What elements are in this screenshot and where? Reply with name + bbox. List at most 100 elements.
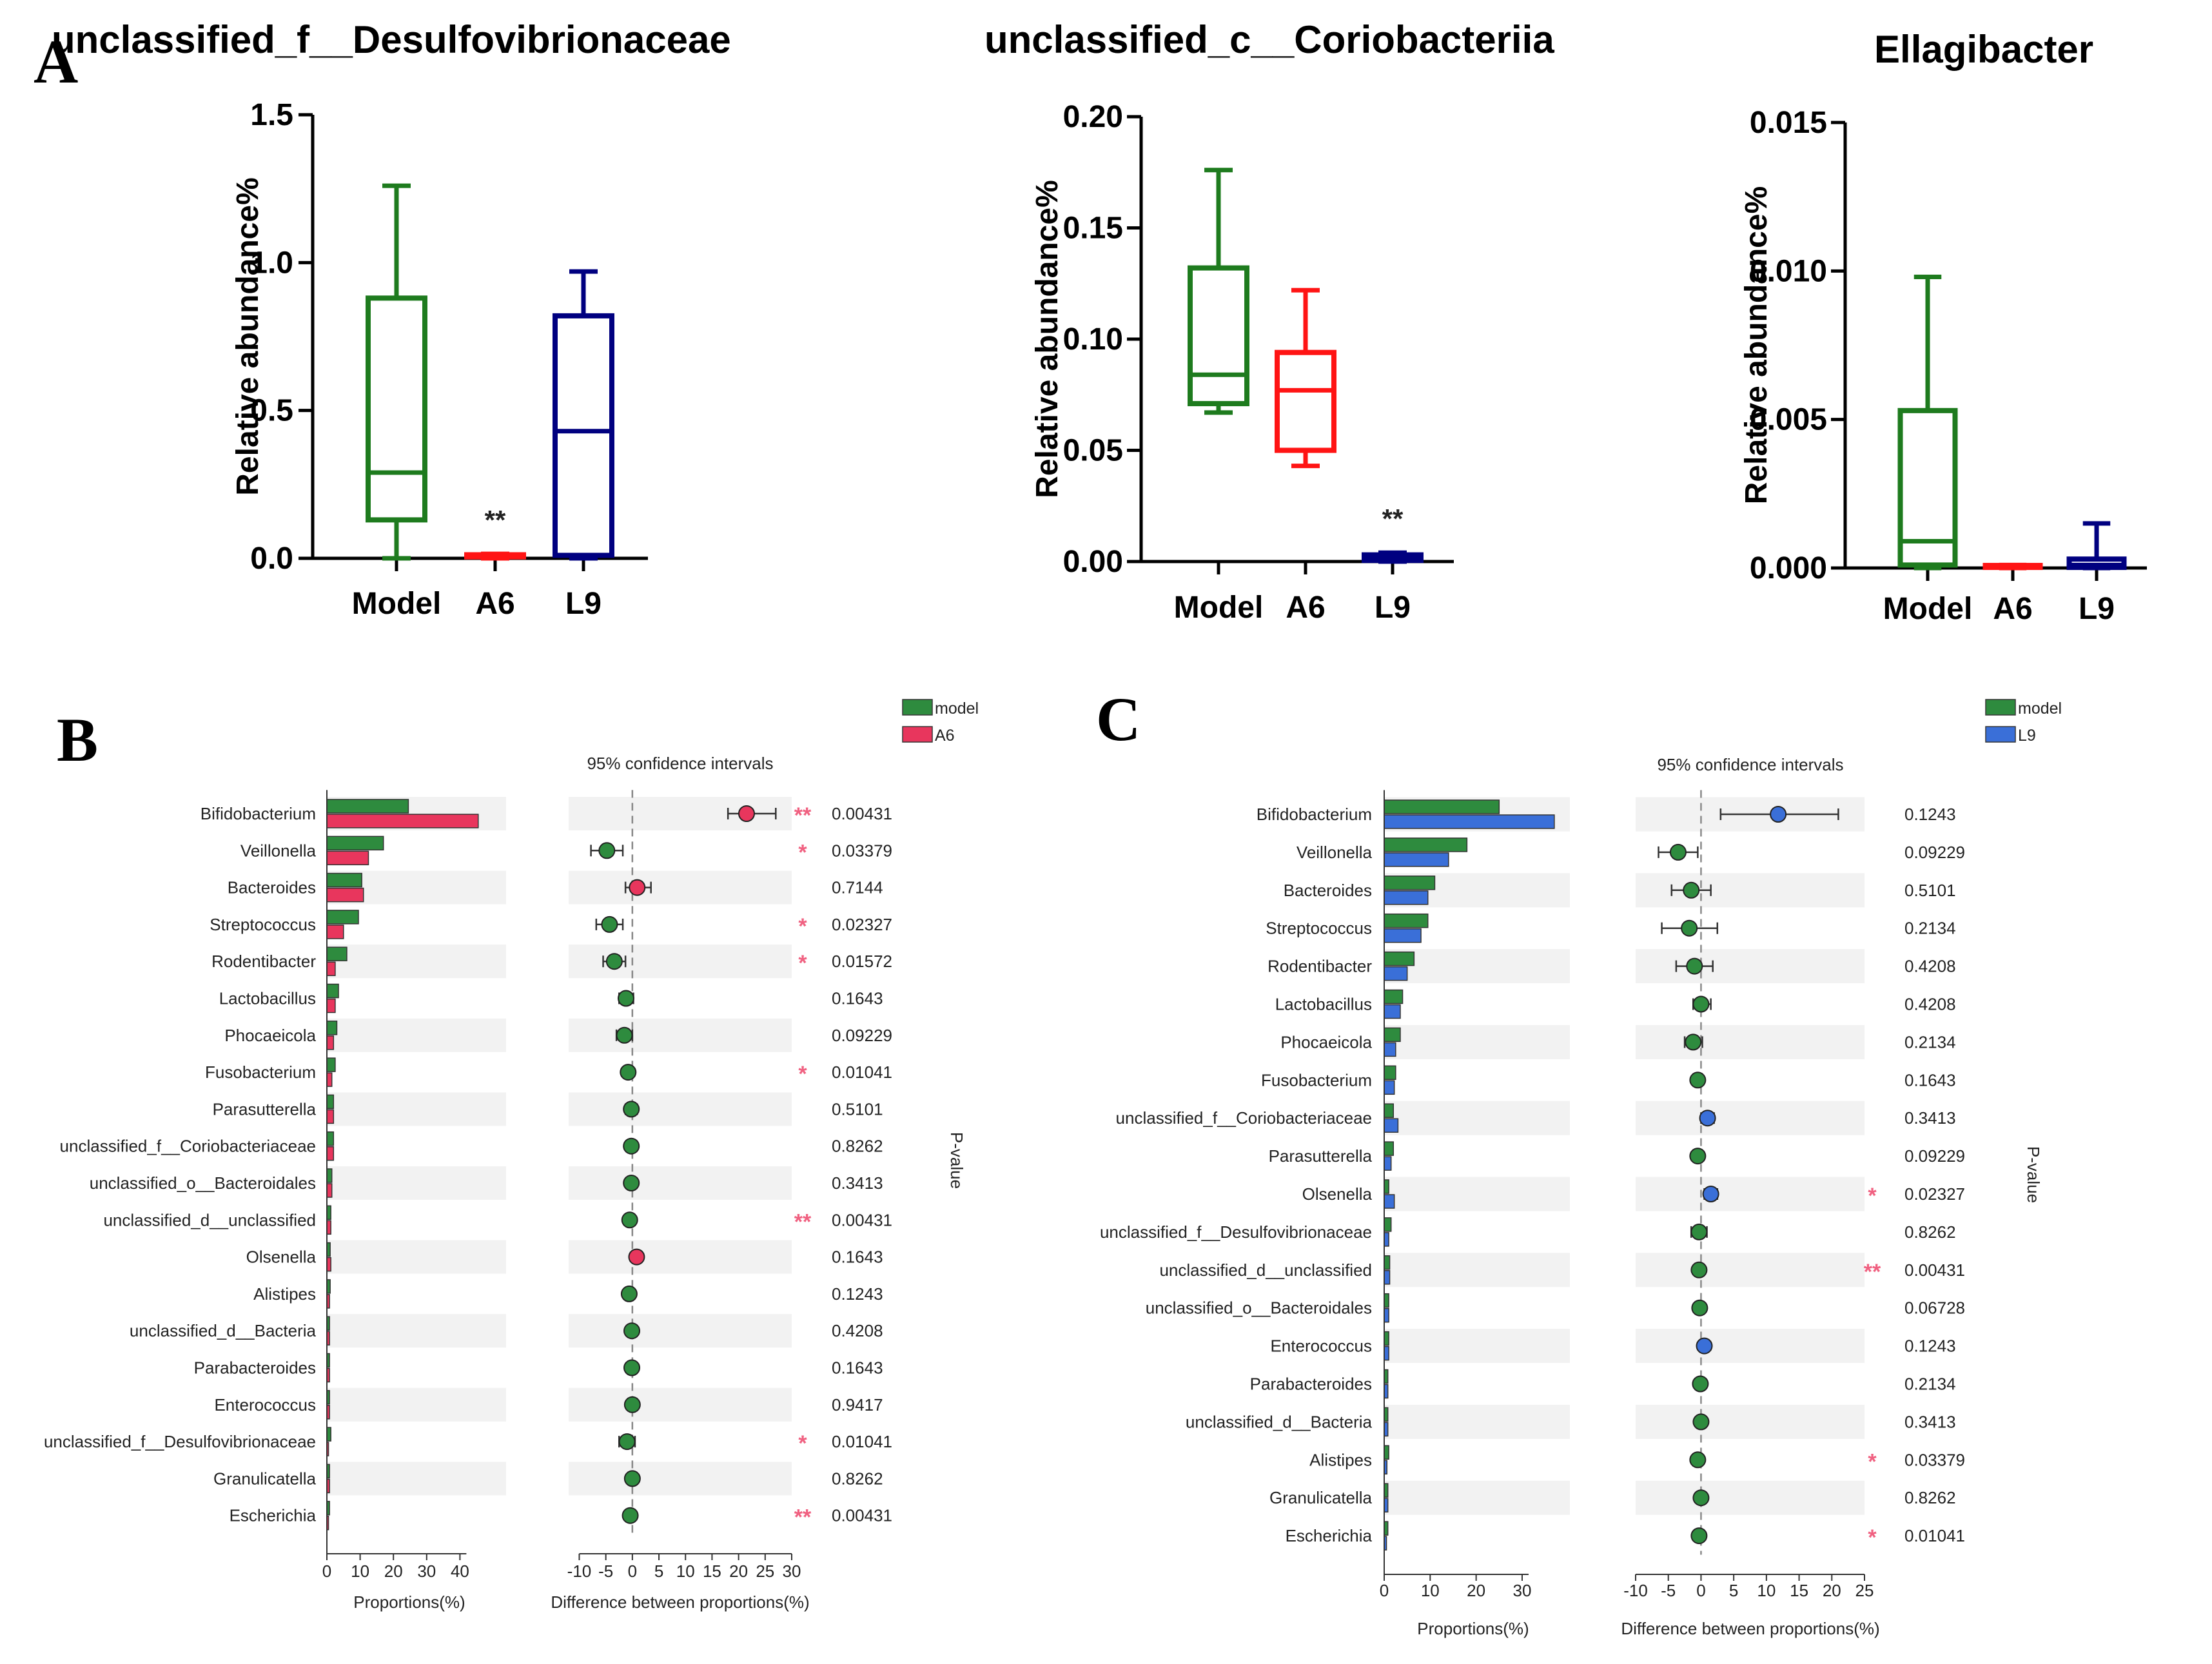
bar-model bbox=[1384, 1293, 1389, 1308]
y-tick-label: 0.00 bbox=[1063, 545, 1123, 579]
bar-treatment bbox=[1384, 1118, 1399, 1133]
row-band bbox=[327, 1092, 506, 1126]
taxon-label: Fusobacterium bbox=[1261, 1070, 1372, 1090]
difference-point bbox=[605, 953, 623, 970]
y-tick-label: 0.0 bbox=[250, 542, 293, 576]
taxon-label: Streptococcus bbox=[1266, 919, 1372, 938]
box-model bbox=[1188, 265, 1249, 407]
p-value: 0.01041 bbox=[1904, 1526, 1965, 1545]
difference-point bbox=[617, 990, 634, 1007]
bar-model bbox=[1384, 1179, 1389, 1194]
difference-point bbox=[1681, 919, 1698, 937]
bar-treatment bbox=[1384, 852, 1449, 867]
row-band bbox=[327, 1240, 506, 1274]
chart-title: unclassified_c__Coriobacteriia bbox=[984, 18, 1554, 61]
ci-label: 95% confidence intervals bbox=[587, 754, 773, 773]
row-band bbox=[569, 1387, 792, 1422]
bar-treatment bbox=[1384, 1307, 1389, 1323]
difference-point bbox=[598, 842, 616, 859]
taxon-label: Bifidobacterium bbox=[201, 804, 316, 823]
bar-treatment bbox=[326, 925, 344, 939]
taxon-label: Parasutterella bbox=[1269, 1146, 1373, 1166]
diff-x-tick-label: 15 bbox=[1790, 1581, 1808, 1600]
taxon-label: Lactobacillus bbox=[1275, 995, 1372, 1014]
difference-point bbox=[623, 1101, 640, 1118]
difference-point bbox=[621, 1211, 638, 1229]
taxon-label: Rodentibacter bbox=[211, 952, 316, 971]
bar-treatment bbox=[326, 814, 479, 828]
bar-treatment bbox=[1384, 1232, 1389, 1247]
y-tick-label: 0.05 bbox=[1063, 434, 1123, 468]
charts-layer: unclassified_f__Desulfovibrionaceae Relat… bbox=[44, 18, 2147, 1638]
bar-treatment bbox=[1384, 1346, 1389, 1361]
p-value: 0.8262 bbox=[1904, 1222, 1956, 1242]
taxon-label: Parabacteroides bbox=[1250, 1375, 1372, 1394]
bar-treatment bbox=[1384, 890, 1429, 905]
bar-x-tick-label: 20 bbox=[384, 1561, 403, 1581]
difference-point bbox=[1770, 806, 1787, 823]
p-value: 0.1643 bbox=[832, 989, 883, 1008]
difference-point bbox=[623, 1137, 640, 1155]
bar-model bbox=[326, 1094, 335, 1110]
significance-mark: ** bbox=[794, 1209, 812, 1234]
bar-model bbox=[326, 872, 362, 888]
box-chart-3: Ellagibacter Relative abundance% 0.000 0.00… bbox=[1739, 28, 2147, 626]
p-value: 0.1243 bbox=[832, 1284, 883, 1304]
difference-point bbox=[1689, 1148, 1707, 1165]
row-band bbox=[1384, 1177, 1570, 1211]
bar-model bbox=[1384, 913, 1429, 928]
taxon-label: Enterococcus bbox=[1270, 1336, 1372, 1356]
p-value: 0.00431 bbox=[1904, 1260, 1965, 1280]
difference-point bbox=[1686, 957, 1703, 975]
bar-treatment bbox=[1384, 1194, 1395, 1209]
box-chart-1: unclassified_f__Desulfovibrionaceae Relat… bbox=[52, 18, 731, 621]
row-band bbox=[1384, 1480, 1570, 1515]
p-value: 0.2134 bbox=[1904, 919, 1956, 938]
difference-point bbox=[1699, 1110, 1716, 1127]
p-value: 0.4208 bbox=[1904, 995, 1956, 1014]
bar-model bbox=[1384, 1141, 1395, 1156]
significance-mark: * bbox=[798, 1431, 807, 1456]
box-l9 bbox=[553, 313, 614, 558]
taxon-label: Fusobacterium bbox=[205, 1062, 316, 1082]
bar-treatment bbox=[1384, 814, 1555, 829]
p-value: 0.5101 bbox=[1904, 881, 1956, 900]
significance-mark: ** bbox=[794, 1505, 812, 1530]
extended-error-bar-c: model L9 95% confidence intervals Bifidobac… bbox=[1100, 699, 2062, 1638]
row-band bbox=[1384, 1024, 1570, 1059]
diff-x-tick-label: -10 bbox=[1623, 1581, 1648, 1600]
difference-point bbox=[1689, 1072, 1707, 1089]
bar-treatment bbox=[1384, 1004, 1401, 1019]
y-tick-label: 1.0 bbox=[250, 246, 293, 280]
bar-model bbox=[1384, 951, 1415, 966]
taxon-label: unclassified_d__Bacteria bbox=[130, 1321, 317, 1340]
bar-model bbox=[326, 983, 339, 999]
difference-point bbox=[1702, 1186, 1719, 1202]
bar-model bbox=[326, 1057, 336, 1072]
bar-model bbox=[326, 1021, 338, 1035]
taxon-label: Rodentibacter bbox=[1267, 957, 1372, 976]
difference-point bbox=[1692, 1413, 1710, 1431]
significance-mark: * bbox=[1868, 1449, 1877, 1474]
bar-treatment bbox=[326, 998, 336, 1013]
difference-point bbox=[1683, 881, 1700, 899]
bar-treatment bbox=[1384, 1080, 1395, 1095]
taxon-label: unclassified_d__Bacteria bbox=[1186, 1412, 1373, 1431]
p-value: 0.02327 bbox=[832, 915, 892, 934]
p-value: 0.06728 bbox=[1904, 1298, 1965, 1318]
diff-x-tick-label: 15 bbox=[703, 1561, 721, 1581]
p-value: 0.3413 bbox=[832, 1173, 883, 1193]
p-value: 0.09229 bbox=[1904, 843, 1965, 862]
bar-x-tick-label: 30 bbox=[1512, 1581, 1531, 1600]
bar-x-tick-label: 0 bbox=[1380, 1581, 1389, 1600]
bar-treatment bbox=[1384, 1270, 1391, 1285]
row-band bbox=[569, 1018, 792, 1052]
bar-model bbox=[326, 799, 409, 814]
row-band bbox=[327, 1462, 506, 1496]
panel-label-c: C bbox=[1096, 685, 1140, 754]
diff-x-tick-label: 5 bbox=[654, 1561, 663, 1581]
legend-swatch-model bbox=[902, 699, 933, 716]
p-value: 0.7144 bbox=[832, 878, 883, 897]
bar-treatment bbox=[326, 1183, 333, 1198]
